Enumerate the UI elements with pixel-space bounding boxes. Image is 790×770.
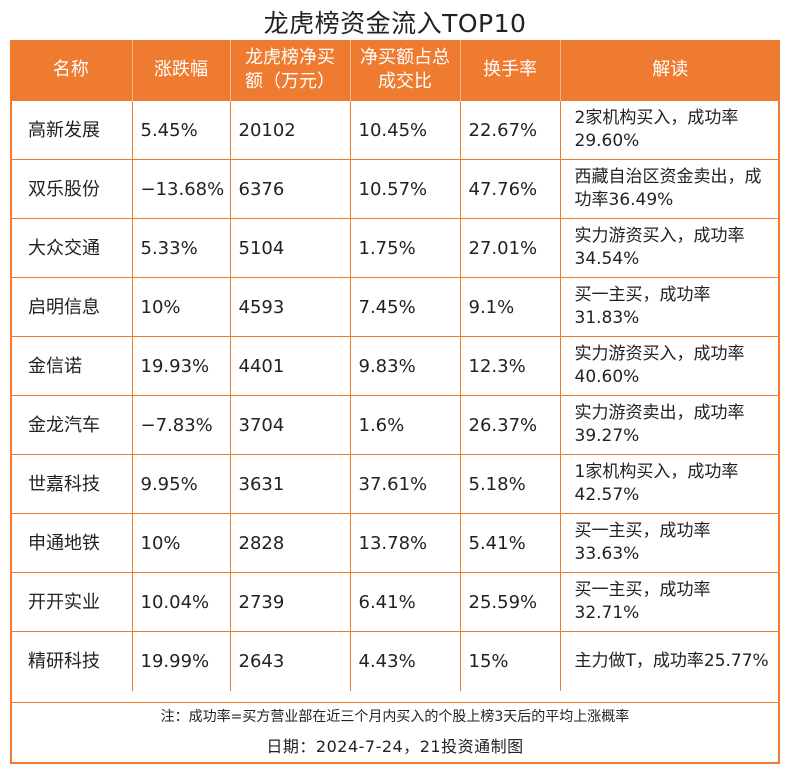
table-row: 大众交通 5.33% 5104 1.75% 27.01% 实力游资买入，成功率3… xyxy=(10,218,780,278)
table-row: 世嘉科技 9.95% 3631 37.61% 5.18% 1家机构买入，成功率4… xyxy=(10,454,780,514)
table-row: 精研科技 19.99% 2643 4.43% 15% 主力做T，成功率25.77… xyxy=(10,631,780,691)
change-pct: 9.95% xyxy=(131,454,230,514)
interpretation: 西藏自治区资金卖出，成功率36.49% xyxy=(559,159,780,219)
stock-name: 世嘉科技 xyxy=(10,454,132,514)
net-buy: 5104 xyxy=(229,218,350,278)
table-row: 金龙汽车 −7.83% 3704 1.6% 26.37% 实力游资卖出，成功率3… xyxy=(10,395,780,455)
table-row: 启明信息 10% 4593 7.45% 9.1% 买一主买，成功率31.83% xyxy=(10,277,780,337)
stock-name: 金龙汽车 xyxy=(10,395,132,455)
page-title: 龙虎榜资金流入TOP10 xyxy=(263,9,527,38)
stock-name: 高新发展 xyxy=(10,100,132,160)
stock-name: 双乐股份 xyxy=(10,159,132,219)
stock-name: 启明信息 xyxy=(10,277,132,337)
column-header: 净买额占总成交比 xyxy=(349,40,460,101)
dragon-tiger-table: 名称 涨跌幅 龙虎榜净买额（万元） 净买额占总成交比 换手率 解读 高新发展 5… xyxy=(10,40,780,691)
date-credit: 日期：2024-7-24，21投资通制图 xyxy=(266,737,524,756)
net-buy: 4401 xyxy=(229,336,350,396)
turnover: 25.59% xyxy=(459,572,560,632)
interpretation: 买一主买，成功率33.63% xyxy=(559,513,780,573)
footnote: 注：成功率=买方营业部在近三个月内买入的个股上榜3天后的平均上涨概率 xyxy=(160,709,630,725)
turnover: 27.01% xyxy=(459,218,560,278)
footer-divider xyxy=(10,702,780,703)
net-buy-ratio: 7.45% xyxy=(349,277,460,337)
net-buy-ratio: 37.61% xyxy=(349,454,460,514)
stock-name: 申通地铁 xyxy=(10,513,132,573)
net-buy: 4593 xyxy=(229,277,350,337)
net-buy-ratio: 10.57% xyxy=(349,159,460,219)
table-header-row: 名称 涨跌幅 龙虎榜净买额（万元） 净买额占总成交比 换手率 解读 xyxy=(10,40,780,101)
stock-name: 开开实业 xyxy=(10,572,132,632)
interpretation: 2家机构买入，成功率29.60% xyxy=(559,100,780,160)
column-header: 名称 xyxy=(10,40,132,101)
interpretation: 实力游资买入，成功率40.60% xyxy=(559,336,780,396)
change-pct: 10% xyxy=(131,513,230,573)
stock-name: 金信诺 xyxy=(10,336,132,396)
interpretation: 买一主买，成功率32.71% xyxy=(559,572,780,632)
change-pct: −7.83% xyxy=(131,395,230,455)
change-pct: 10.04% xyxy=(131,572,230,632)
interpretation: 1家机构买入，成功率42.57% xyxy=(559,454,780,514)
net-buy: 6376 xyxy=(229,159,350,219)
table-row: 双乐股份 −13.68% 6376 10.57% 47.76% 西藏自治区资金卖… xyxy=(10,159,780,219)
column-header: 换手率 xyxy=(459,40,560,101)
stock-name: 精研科技 xyxy=(10,631,132,691)
change-pct: 5.33% xyxy=(131,218,230,278)
turnover: 12.3% xyxy=(459,336,560,396)
turnover: 47.76% xyxy=(459,159,560,219)
interpretation: 主力做T，成功率25.77% xyxy=(559,631,780,691)
table-row: 金信诺 19.93% 4401 9.83% 12.3% 实力游资买入，成功率40… xyxy=(10,336,780,396)
net-buy: 20102 xyxy=(229,100,350,160)
change-pct: 5.45% xyxy=(131,100,230,160)
net-buy-ratio: 9.83% xyxy=(349,336,460,396)
change-pct: −13.68% xyxy=(131,159,230,219)
turnover: 15% xyxy=(459,631,560,691)
net-buy-ratio: 1.75% xyxy=(349,218,460,278)
table-row: 高新发展 5.45% 20102 10.45% 22.67% 2家机构买入，成功… xyxy=(10,100,780,160)
net-buy: 2739 xyxy=(229,572,350,632)
net-buy: 3631 xyxy=(229,454,350,514)
turnover: 22.67% xyxy=(459,100,560,160)
column-header: 涨跌幅 xyxy=(131,40,230,101)
turnover: 5.18% xyxy=(459,454,560,514)
net-buy-ratio: 1.6% xyxy=(349,395,460,455)
interpretation: 实力游资买入，成功率34.54% xyxy=(559,218,780,278)
table-row: 申通地铁 10% 2828 13.78% 5.41% 买一主买，成功率33.63… xyxy=(10,513,780,573)
interpretation: 买一主买，成功率31.83% xyxy=(559,277,780,337)
change-pct: 19.93% xyxy=(131,336,230,396)
stock-name: 大众交通 xyxy=(10,218,132,278)
change-pct: 10% xyxy=(131,277,230,337)
table-row: 开开实业 10.04% 2739 6.41% 25.59% 买一主买，成功率32… xyxy=(10,572,780,632)
column-header: 解读 xyxy=(559,40,780,101)
column-header: 龙虎榜净买额（万元） xyxy=(229,40,350,101)
net-buy: 2828 xyxy=(229,513,350,573)
interpretation: 实力游资卖出，成功率39.27% xyxy=(559,395,780,455)
net-buy-ratio: 13.78% xyxy=(349,513,460,573)
turnover: 5.41% xyxy=(459,513,560,573)
turnover: 26.37% xyxy=(459,395,560,455)
net-buy-ratio: 6.41% xyxy=(349,572,460,632)
net-buy: 3704 xyxy=(229,395,350,455)
turnover: 9.1% xyxy=(459,277,560,337)
net-buy-ratio: 4.43% xyxy=(349,631,460,691)
net-buy-ratio: 10.45% xyxy=(349,100,460,160)
net-buy: 2643 xyxy=(229,631,350,691)
change-pct: 19.99% xyxy=(131,631,230,691)
